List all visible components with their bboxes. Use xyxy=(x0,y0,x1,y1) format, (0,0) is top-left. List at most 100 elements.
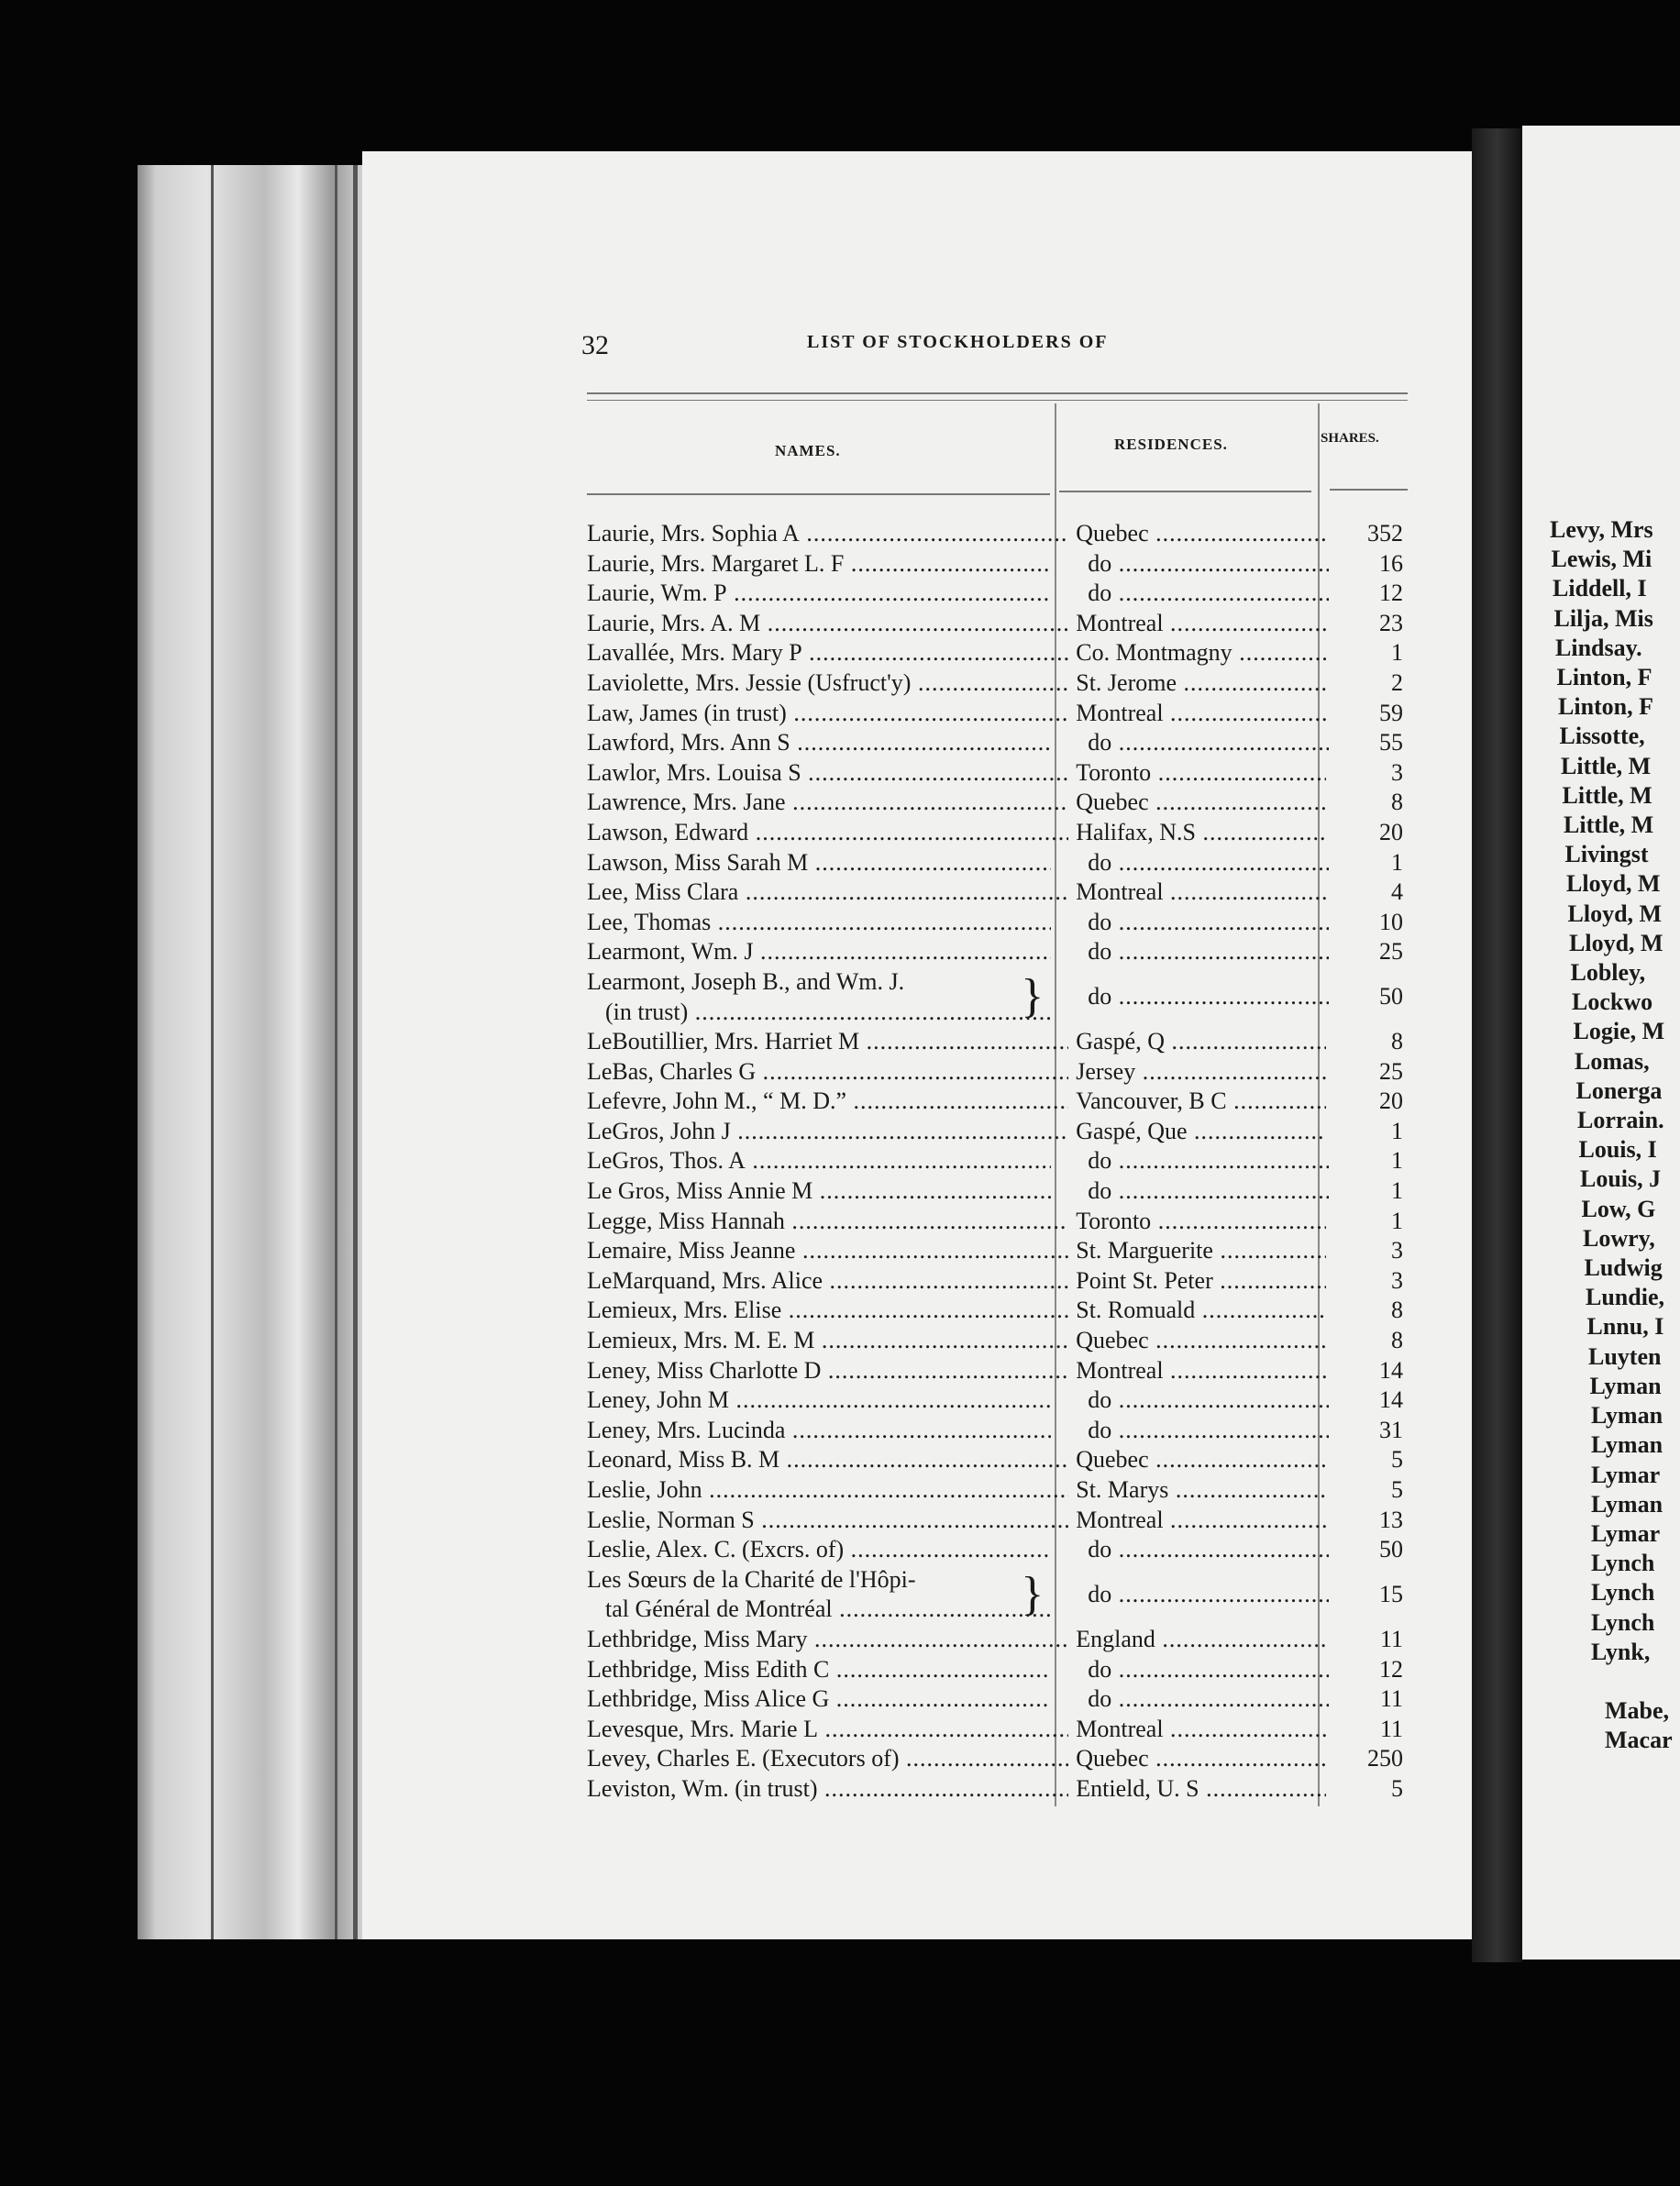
name-line: Leney, Miss Charlotte D xyxy=(587,1356,1068,1386)
residence: Gaspé, Q xyxy=(1068,1027,1326,1057)
name-line: Learmont, Wm. J xyxy=(587,937,1051,967)
shares: 8 xyxy=(1391,1327,1403,1354)
residence-text: do xyxy=(1088,909,1329,935)
right-page-name: Lloyd, M xyxy=(1569,929,1663,956)
name-line: Les Sœurs de la Charité de l'Hôpi- xyxy=(587,1565,916,1593)
table-row: Leslie, Norman S Montreal 13 xyxy=(587,1506,1412,1536)
table-row: Levesque, Mrs. Marie L Montreal 11 xyxy=(587,1715,1412,1745)
shares: 11 xyxy=(1379,1715,1403,1742)
shares: 8 xyxy=(1391,1297,1403,1324)
stockholder-name: Learmont, Joseph B., and Wm. J. (in trust… xyxy=(587,967,1051,1027)
residence: Montreal xyxy=(1068,1715,1326,1745)
name-line: Learmont, Joseph B., and Wm. J. xyxy=(587,967,905,995)
shares: 10 xyxy=(1379,908,1404,935)
shares: 55 xyxy=(1379,729,1404,756)
table-row: Leonard, Miss B. M Quebec 5 xyxy=(587,1445,1412,1475)
residence: do xyxy=(1051,937,1329,967)
shares: 14 xyxy=(1379,1356,1403,1384)
name-line: Lemieux, Mrs. Elise xyxy=(587,1296,1068,1326)
binding-edge xyxy=(353,165,358,1939)
table-row: Leslie, Alex. C. (Excrs. of) do 50 xyxy=(587,1535,1412,1565)
shares: 14 xyxy=(1379,1386,1404,1414)
column-header-residences: RESIDENCES. xyxy=(1114,436,1228,453)
stockholder-name: Lawson, Miss Sarah M xyxy=(587,848,1051,878)
right-page-name: Lomas, xyxy=(1575,1047,1650,1075)
name-line: LeMarquand, Mrs. Alice xyxy=(587,1266,1068,1297)
name-line: Lemaire, Miss Jeanne xyxy=(587,1236,1068,1266)
table-row: Lee, Thomas do 10 xyxy=(587,908,1412,938)
right-page-name: Lowry, xyxy=(1583,1224,1655,1252)
right-page-name: Little, M xyxy=(1562,781,1652,809)
right-page-name: Macar xyxy=(1605,1727,1673,1754)
right-page-name: Lundie, xyxy=(1586,1284,1664,1311)
residence-text: do xyxy=(1088,1656,1329,1683)
shares: 1 xyxy=(1391,848,1404,876)
table-row: Lawrence, Mrs. Jane Quebec 8 xyxy=(587,788,1412,818)
table-row: Les Sœurs de la Charité de l'Hôpi-tal Gé… xyxy=(587,1565,1412,1625)
shares: 50 xyxy=(1379,1536,1404,1563)
residence-text: Montreal xyxy=(1076,1507,1326,1533)
stockholder-name: Learmont, Wm. J xyxy=(587,937,1051,967)
right-page-names: Levy, Mrs Lewis, Mi Liddell, I Lilja, Mis Li… xyxy=(1550,515,1673,1755)
stockholder-name: Lawrence, Mrs. Jane xyxy=(587,788,1068,818)
right-page-name: Levy, Mrs xyxy=(1550,516,1653,543)
right-page: Levy, Mrs Lewis, Mi Liddell, I Lilja, Mis Li… xyxy=(1522,126,1680,1960)
page-number: 32 xyxy=(581,330,609,360)
residence: do xyxy=(1051,848,1329,878)
shares: 5 xyxy=(1391,1774,1403,1802)
stockholder-name: Laurie, Mrs. Sophia A xyxy=(587,519,1068,549)
stockholder-name: Lethbridge, Miss Alice G xyxy=(587,1684,1051,1715)
stockholder-name: Leslie, Alex. C. (Excrs. of) xyxy=(587,1535,1051,1565)
name-line: LeBoutillier, Mrs. Harriet M xyxy=(587,1027,1068,1057)
right-page-name: Lymar xyxy=(1591,1519,1661,1547)
table-row: Lee, Miss Clara Montreal 4 xyxy=(587,878,1412,908)
residence-text: Halifax, N.S xyxy=(1076,819,1326,845)
column-divider xyxy=(1318,403,1320,1806)
right-page-name: Lymar xyxy=(1591,1461,1661,1488)
right-page-name: Lloyd, M xyxy=(1566,870,1661,898)
residence: Vancouver, B C xyxy=(1068,1087,1326,1117)
stockholder-name: Lawlor, Mrs. Louisa S xyxy=(587,758,1068,789)
shares: 16 xyxy=(1379,549,1404,577)
spacer xyxy=(1550,1667,1673,1696)
right-page-name: Lloyd, M xyxy=(1567,900,1663,927)
right-page-name: Little, M xyxy=(1564,811,1654,839)
residence: St. Marguerite xyxy=(1068,1236,1326,1266)
residence-text: Montreal xyxy=(1076,610,1326,636)
name-line: Lethbridge, Miss Mary xyxy=(587,1625,1068,1655)
residence-text: Gaspé, Que xyxy=(1076,1118,1326,1144)
right-page-name: Lynk, xyxy=(1591,1638,1651,1665)
stockholder-name: LeGros, Thos. A xyxy=(587,1146,1051,1176)
residence-text: do xyxy=(1088,983,1329,1010)
name-line: LeGros, John J xyxy=(587,1117,1068,1147)
stockholder-name: Levey, Charles E. (Executors of) xyxy=(587,1744,1068,1774)
shares: 5 xyxy=(1391,1476,1403,1503)
stockholder-name: Leney, John M xyxy=(587,1386,1051,1416)
shares: 1 xyxy=(1391,1207,1403,1234)
table-row: Leney, Mrs. Lucinda do 31 xyxy=(587,1416,1412,1446)
shares: 11 xyxy=(1379,1625,1403,1652)
table-row: LeGros, Thos. A do 1 xyxy=(587,1146,1412,1176)
table-row: Lavallée, Mrs. Mary P Co. Montmagny 1 xyxy=(587,638,1412,668)
shares: 25 xyxy=(1379,938,1404,966)
name-line: Lefevre, John M., “ M. D.” xyxy=(587,1087,1068,1117)
residence-text: do xyxy=(1088,1386,1329,1413)
shares: 11 xyxy=(1379,1685,1404,1713)
residence: St. Romuald xyxy=(1068,1296,1326,1326)
right-page-name: Lindsay. xyxy=(1555,634,1642,661)
stockholder-name: Levesque, Mrs. Marie L xyxy=(587,1715,1068,1745)
residence: St. Marys xyxy=(1068,1475,1326,1506)
residence-text: do xyxy=(1088,1147,1329,1174)
column-header-shares: SHARES. xyxy=(1321,431,1379,446)
residence: England xyxy=(1068,1625,1326,1655)
shares: 25 xyxy=(1379,1057,1403,1085)
right-page-name: Lyman xyxy=(1589,1372,1662,1399)
table-row: Le Gros, Miss Annie M do 1 xyxy=(587,1176,1412,1207)
stockholder-name: Lethbridge, Miss Mary xyxy=(587,1625,1068,1655)
name-line: Le Gros, Miss Annie M xyxy=(587,1176,1051,1207)
name-line: Laviolette, Mrs. Jessie (Usfruct'y) xyxy=(587,668,1068,699)
name-line: Lethbridge, Miss Alice G xyxy=(587,1684,1051,1715)
shares: 5 xyxy=(1391,1446,1403,1474)
shares: 12 xyxy=(1379,580,1404,607)
table-row: Laurie, Mrs. A. M Montreal 23 xyxy=(587,609,1412,639)
